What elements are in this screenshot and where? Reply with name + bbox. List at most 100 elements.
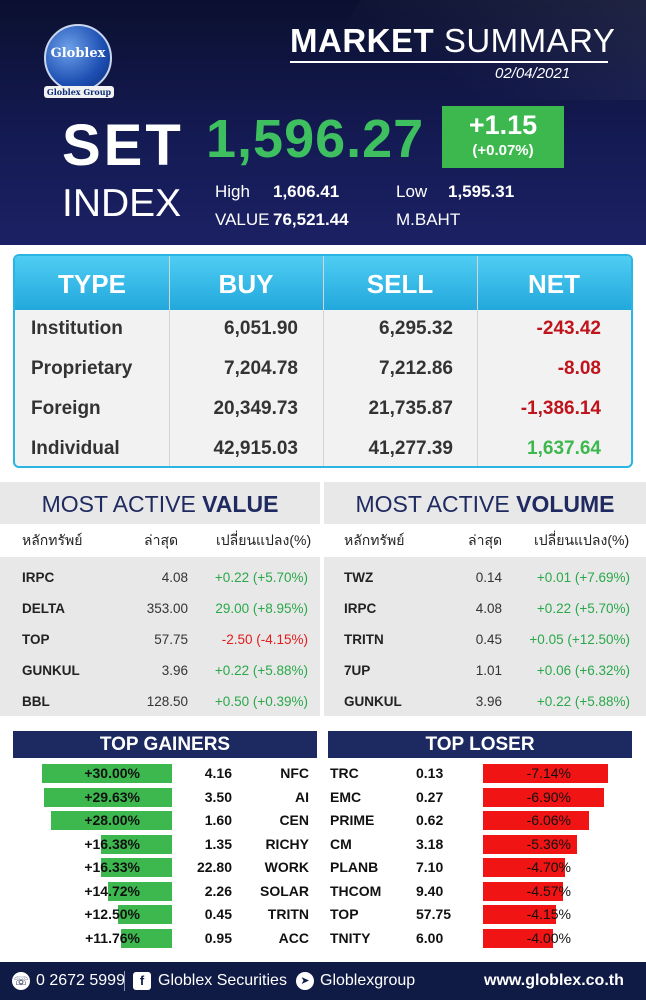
low-value: 1,595.31 xyxy=(448,182,515,201)
value-label: VALUE xyxy=(215,210,270,229)
gainer-bar xyxy=(121,928,172,948)
telegram-icon: ➤ xyxy=(296,972,314,990)
loser-pct: -4.70% xyxy=(526,859,571,875)
divider xyxy=(169,256,170,466)
gainer-symbol: NFC xyxy=(280,765,309,781)
symbol: DELTA xyxy=(22,601,65,616)
change: +0.22 (+5.88%) xyxy=(536,694,630,709)
col-last: ล่าสุด xyxy=(144,532,179,548)
title-underline xyxy=(290,61,608,63)
loser-pct: -7.14% xyxy=(526,765,571,781)
gainer-last: 0.95 xyxy=(204,929,232,946)
symbol: TOP xyxy=(22,632,50,647)
change: 29.00 (+8.95%) xyxy=(215,601,308,616)
gainer-row: +12.50% 0.45 TRITN xyxy=(13,903,317,925)
gainer-symbol: WORK xyxy=(264,859,309,875)
symbol: GUNKUL xyxy=(22,663,80,678)
loser-bar xyxy=(483,834,577,854)
loser-pct: -4.15% xyxy=(526,906,571,922)
loser-last: 0.27 xyxy=(416,788,444,805)
table-row: Individual 42,915.03 41,277.39 1,637.64 xyxy=(15,429,631,466)
page-title: MARKET SUMMARY xyxy=(290,22,615,60)
change: +0.22 (+5.70%) xyxy=(536,601,630,616)
low-label: Low xyxy=(396,182,428,201)
loser-pct: -6.06% xyxy=(526,812,571,828)
col-last: ล่าสุด xyxy=(468,532,503,548)
symbol: 7UP xyxy=(344,663,371,678)
loser-symbol: TNITY xyxy=(330,929,371,946)
loser-bar xyxy=(483,858,565,877)
gainer-last: 2.26 xyxy=(204,882,232,899)
high-label: High xyxy=(215,182,250,201)
list-item: GUNKUL 3.96 +0.22 (+5.88%) xyxy=(324,686,646,717)
loser-row: CM 3.18 -5.36% xyxy=(328,833,632,855)
col-change: เปลี่ยนแปลง(%) xyxy=(216,532,312,548)
footer-telegram[interactable]: Globlexgroup xyxy=(320,972,416,989)
globlex-logo-icon xyxy=(44,24,112,92)
gainer-last: 22.80 xyxy=(196,859,232,875)
change: +0.22 (+5.88%) xyxy=(214,663,308,678)
gainer-bar xyxy=(51,811,172,830)
table-row: Foreign 20,349.73 21,735.87 -1,386.14 xyxy=(15,389,631,429)
table-row: Proprietary 7,204.78 7,212.86 -8.08 xyxy=(15,349,631,389)
title-bold: MARKET xyxy=(290,22,435,59)
loser-symbol: TOP xyxy=(330,906,359,922)
gainer-last: 3.50 xyxy=(204,788,232,805)
gainer-symbol: SOLAR xyxy=(260,882,309,899)
last-price: 128.50 xyxy=(146,694,188,709)
investor-type: Proprietary xyxy=(31,358,133,379)
footer: ☏ 0 2672 5999 f Globlex Securities ➤ Glo… xyxy=(0,962,646,1000)
footer-website[interactable]: www.globlex.co.th xyxy=(484,972,624,989)
loser-bar xyxy=(483,928,553,948)
gainer-pct: +14.72% xyxy=(84,882,140,899)
change: -2.50 (-4.15%) xyxy=(221,632,308,647)
most-active-value-title: MOST ACTIVE VALUE xyxy=(0,482,320,524)
divider xyxy=(477,256,478,466)
index-change-pct: (+0.07%) xyxy=(472,142,534,159)
gainer-row: +16.33% 22.80 WORK xyxy=(13,856,317,878)
change: +0.50 (+0.39%) xyxy=(214,694,308,709)
gainer-pct: +29.63% xyxy=(84,788,140,805)
title-light: MOST ACTIVE xyxy=(41,491,196,517)
list-item: BBL 128.50 +0.50 (+0.39%) xyxy=(0,686,320,717)
loser-pct: -5.36% xyxy=(526,835,571,852)
gainer-bar xyxy=(101,834,172,854)
change: +0.01 (+7.69%) xyxy=(536,570,630,585)
loser-last: 3.18 xyxy=(416,835,444,852)
loser-row: THCOM 9.40 -4.57% xyxy=(328,880,632,902)
loser-last: 6.00 xyxy=(416,929,444,946)
gainer-bar xyxy=(44,787,172,807)
buy-value: 42,915.03 xyxy=(213,438,298,459)
loser-row: EMC 0.27 -6.90% xyxy=(328,786,632,808)
loser-symbol: PRIME xyxy=(330,812,375,828)
loser-pct: -6.90% xyxy=(526,788,571,805)
last-price: 353.00 xyxy=(146,601,188,616)
logo-text: Globlex xyxy=(50,46,106,61)
last-price: 4.08 xyxy=(475,601,502,616)
list-item: TOP 57.75 -2.50 (-4.15%) xyxy=(0,624,320,655)
loser-pct: -4.57% xyxy=(526,882,571,899)
list-item: TRITN 0.45 +0.05 (+12.50%) xyxy=(324,624,646,655)
value-amount: 76,521.44 xyxy=(273,210,349,229)
buy-value: 6,051.90 xyxy=(224,318,298,339)
gainer-row: +28.00% 1.60 CEN xyxy=(13,809,317,831)
change: +0.22 (+5.70%) xyxy=(214,570,308,585)
footer-phone[interactable]: 0 2672 5999 xyxy=(36,972,125,989)
column-header: หลักทรัพย์ ล่าสุด เปลี่ยนแปลง(%) xyxy=(0,524,320,557)
value-unit: M.BAHT xyxy=(396,210,461,229)
net-value: 1,637.64 xyxy=(527,438,601,459)
gainer-row: +16.38% 1.35 RICHY xyxy=(13,833,317,855)
investor-type: Individual xyxy=(31,438,120,459)
loser-symbol: THCOM xyxy=(330,882,382,899)
gainer-bar xyxy=(108,881,172,901)
gainer-last: 4.16 xyxy=(204,765,232,781)
footer-facebook[interactable]: Globlex Securities xyxy=(158,972,287,989)
top-loser-title: TOP LOSER xyxy=(328,731,632,758)
title-bold: VOLUME xyxy=(516,491,615,517)
symbol: TRITN xyxy=(344,632,384,647)
gainer-symbol: CEN xyxy=(279,812,309,828)
col-symbol: หลักทรัพย์ xyxy=(344,532,405,548)
most-active-volume-title: MOST ACTIVE VOLUME xyxy=(324,482,646,524)
change: +0.05 (+12.50%) xyxy=(529,632,630,647)
loser-symbol: EMC xyxy=(330,788,362,805)
